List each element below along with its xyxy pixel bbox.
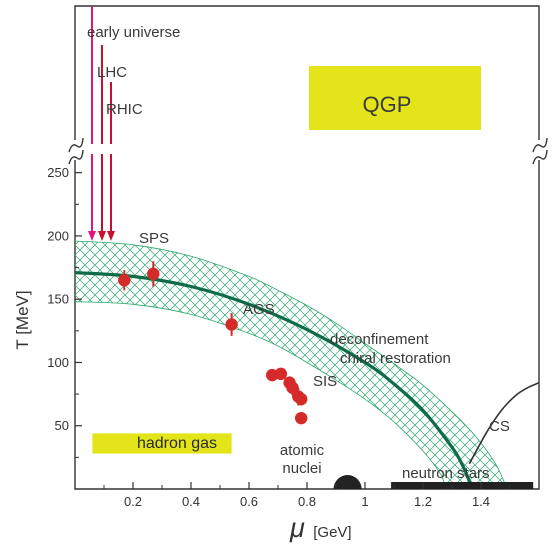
neutron-stars-label: neutron stars: [402, 465, 490, 482]
tick-layer: 0.2 0.4 0.6 0.8 1 1.2 1.4 50 100 150 200 250: [47, 165, 511, 509]
lhc-arrow-head: [98, 230, 106, 241]
data-point: [274, 367, 288, 381]
data-point-layer: [118, 261, 308, 425]
upper-panel-frame: [74, 5, 540, 140]
rhic-arrow-head: [107, 230, 115, 241]
point-marker: [118, 274, 131, 287]
data-point: [286, 380, 299, 396]
qgp-label: QGP: [363, 92, 412, 117]
curve-layer: [75, 271, 540, 490]
sis-label: SIS: [313, 373, 337, 390]
x-tick-label: 0.8: [298, 494, 316, 509]
x-tick-label: 0.4: [182, 494, 200, 509]
lhc-label: LHC: [97, 64, 127, 81]
data-point: [295, 392, 308, 406]
atomic-nuclei-marker: [333, 475, 362, 489]
crossover-band-layer: [75, 240, 508, 490]
deconfinement-label: deconfinement: [330, 331, 429, 348]
lhc-arrow: [98, 45, 106, 241]
y-tick-label: 150: [47, 292, 69, 307]
x-tick-label: 0.2: [124, 494, 142, 509]
early-universe-label: early universe: [87, 24, 180, 41]
point-marker: [295, 411, 308, 425]
point-marker: [295, 392, 308, 406]
atomic-label: atomic: [280, 442, 325, 459]
y-tick-label: 50: [55, 418, 69, 433]
data-point: [295, 411, 308, 425]
y-tick-label: 200: [47, 228, 69, 243]
arrow-break-gap: [108, 144, 114, 154]
y-axis-label: T [MeV]: [13, 290, 32, 349]
neutron-stars-bar: [391, 482, 534, 489]
x-axis-symbol: μ: [289, 513, 305, 543]
x-axis-label: μ [GeV]: [289, 513, 352, 543]
qgp-region: QGP: [309, 66, 481, 130]
point-marker: [286, 381, 299, 394]
chiral-restoration-label: chiral restoration: [340, 350, 451, 367]
crossover-band-upper-edge: [75, 240, 508, 490]
arrow-break-gap: [99, 144, 105, 154]
x-tick-label: 0.6: [240, 494, 258, 509]
hadron-gas-label: hadron gas: [137, 435, 217, 452]
data-point: [118, 270, 131, 291]
axis-break-marks: [68, 137, 548, 165]
rhic-label: RHIC: [106, 101, 143, 118]
x-axis-unit: [GeV]: [313, 524, 351, 541]
hadron-gas-region: hadron gas: [92, 433, 232, 454]
early-universe-arrow: [88, 6, 96, 241]
nuclei-label: nuclei: [282, 460, 321, 477]
y-tick-label: 250: [47, 165, 69, 180]
x-tick-label: 1: [361, 494, 368, 509]
rhic-arrow: [107, 82, 115, 241]
x-tick-label: 1.4: [472, 494, 490, 509]
point-marker: [274, 367, 288, 381]
ags-label: AGS: [243, 301, 275, 318]
data-point: [147, 261, 160, 287]
arrow-break-gap: [89, 144, 95, 154]
early-universe-arrow-head: [88, 230, 96, 241]
crossover-band-fill: [75, 241, 508, 489]
data-point: [225, 313, 238, 336]
color-superconductor-boundary: [468, 381, 540, 465]
qgp-box: [309, 66, 481, 130]
point-marker: [147, 267, 160, 281]
phase-boundary-line: [75, 271, 474, 490]
sps-label: SPS: [139, 230, 169, 247]
hadron-gas-box: [92, 433, 232, 454]
arrow-layer: [88, 6, 115, 241]
y-tick-label: 100: [47, 355, 69, 370]
x-tick-label: 1.2: [414, 494, 432, 509]
cs-label: CS: [489, 418, 510, 435]
crossover-band-lower-edge: [75, 301, 447, 490]
point-marker: [225, 318, 238, 331]
